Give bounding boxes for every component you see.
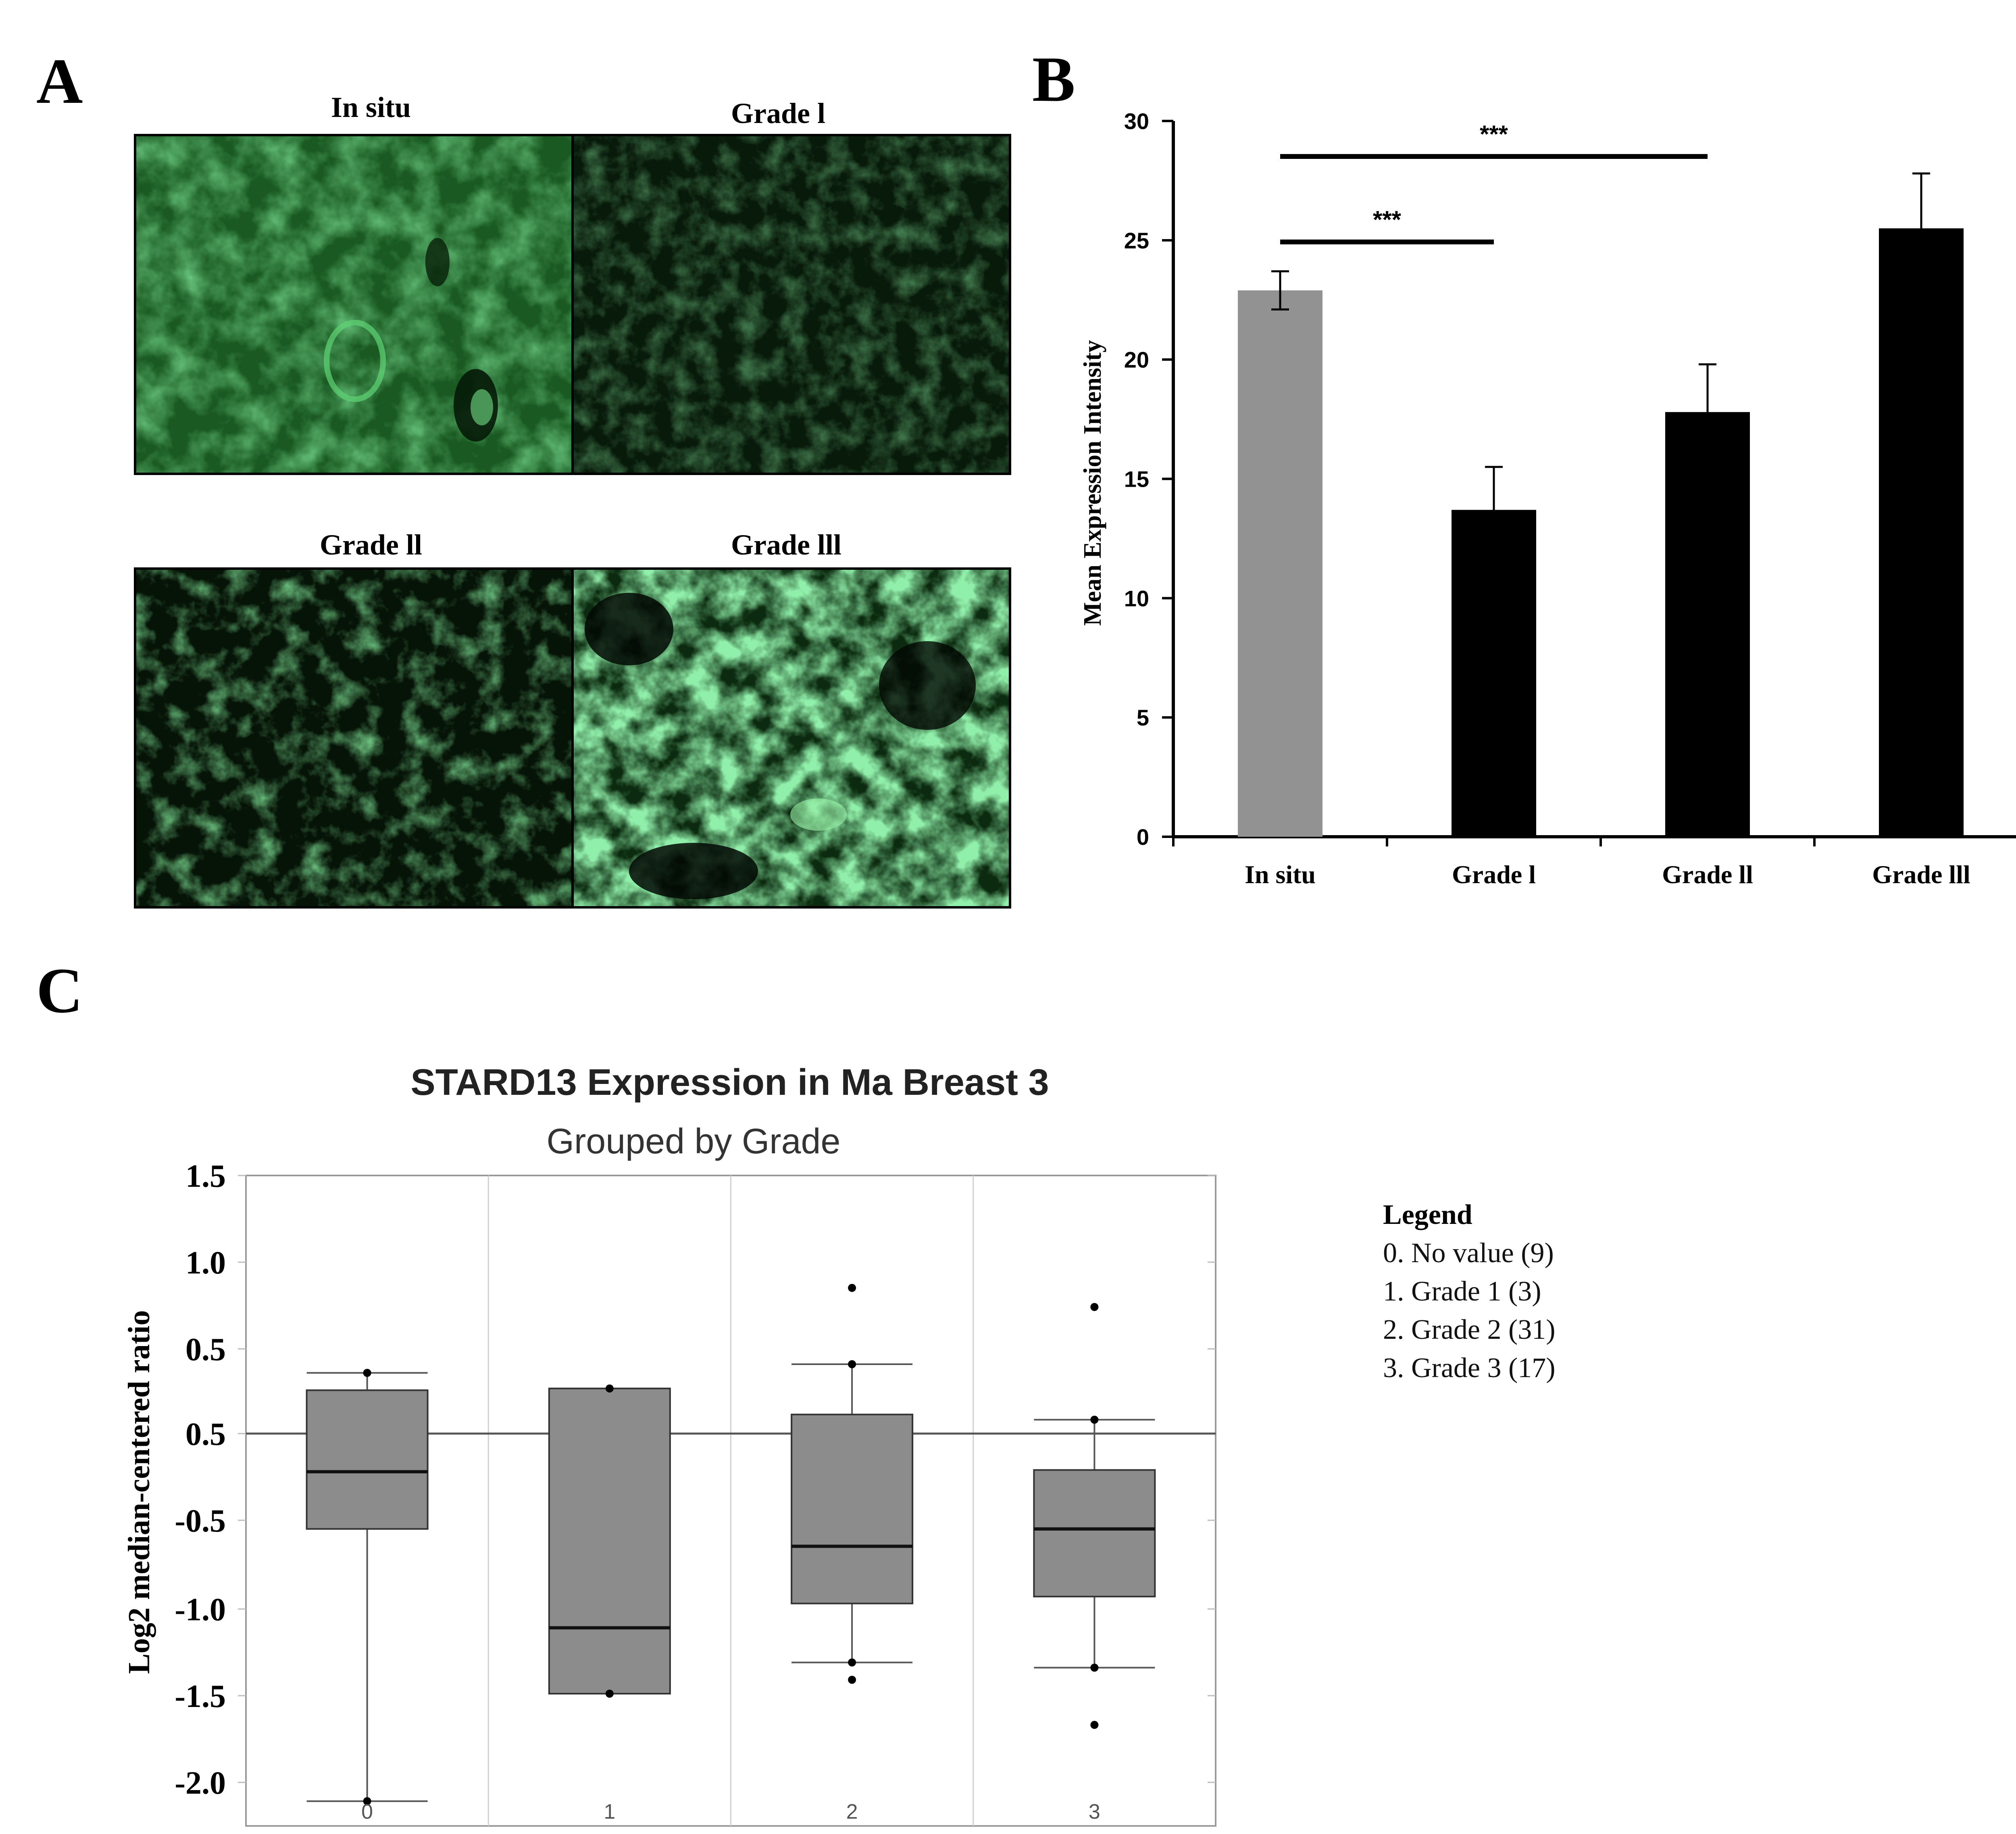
- outlier-point: [1090, 1721, 1099, 1729]
- whisker-end-point: [1090, 1663, 1099, 1672]
- micrograph-title-in-situ: In situ: [331, 91, 411, 123]
- panel-c-letter: C: [36, 955, 83, 1026]
- bar-1: [1452, 510, 1536, 837]
- significance-label: ***: [1480, 121, 1508, 148]
- x-category-label: Grade l: [1452, 860, 1536, 889]
- significance-label: ***: [1373, 206, 1402, 233]
- x-category-label: Grade ll: [1662, 860, 1753, 889]
- whisker-end-point: [363, 1369, 371, 1377]
- box-group-3: 3: [1033, 1303, 1156, 1824]
- outlier-point: [848, 1284, 856, 1292]
- x-category-label: 3: [1089, 1800, 1100, 1824]
- y-tick-label: 0: [1137, 824, 1149, 850]
- panel-a: A In situ Grade l Grade ll Grade lll: [36, 45, 1011, 909]
- y-tick-label: 1.0: [185, 1245, 226, 1281]
- legend-item: 0. No value (9): [1383, 1238, 1554, 1269]
- x-category-label: 1: [604, 1800, 615, 1824]
- y-axis-label: Log2 median-centered ratio: [122, 1310, 156, 1674]
- micrograph-title-grade-1: Grade l: [731, 97, 825, 129]
- micrograph-grade-2: [135, 569, 573, 907]
- panel-b: B 0 5 10 15 20 25 30 In situ Grade l Grade ll Grad…: [1032, 43, 2016, 889]
- whisker-end-point: [848, 1360, 856, 1368]
- legend-title: Legend: [1383, 1199, 1472, 1230]
- legend-item: 1. Grade 1 (3): [1383, 1276, 1541, 1307]
- y-tick-label: -1.5: [175, 1679, 226, 1714]
- box: [306, 1389, 429, 1530]
- significance-brackets: *** ***: [1280, 121, 1708, 244]
- y-tick-label: 25: [1124, 228, 1149, 253]
- x-category-label: 2: [846, 1800, 858, 1824]
- y-tick-label: 10: [1124, 586, 1149, 611]
- y-tick-label: -0.5: [175, 1503, 226, 1539]
- x-category-label: In situ: [1245, 860, 1316, 889]
- panel-c: C STARD13 Expression in Ma Breast 3 Grou…: [36, 955, 1556, 1827]
- y-tick-label: 0.5: [185, 1332, 226, 1367]
- y-axis-label: Mean Expression Intensity: [1079, 340, 1106, 626]
- micrograph-title-grade-2: Grade ll: [320, 529, 422, 561]
- boxplot-title: STARD13 Expression in Ma Breast 3: [410, 1062, 1049, 1103]
- outlier-point: [1090, 1303, 1099, 1311]
- panel-b-letter: B: [1032, 43, 1075, 115]
- box: [1033, 1469, 1156, 1598]
- panel-a-letter: A: [36, 45, 83, 117]
- bar-2: [1665, 412, 1750, 837]
- y-tick-label: -1.0: [175, 1592, 226, 1628]
- micrograph-grade-1: [573, 135, 1010, 474]
- bar-0: [1238, 290, 1322, 837]
- y-tick-label: 30: [1124, 108, 1149, 134]
- legend-item: 2. Grade 2 (31): [1383, 1314, 1556, 1345]
- whisker-end-point: [1090, 1415, 1099, 1424]
- whisker-end-point: [848, 1658, 856, 1667]
- whisker-end-point: [605, 1690, 614, 1698]
- x-category-label: 0: [361, 1800, 373, 1824]
- micrograph-grade-3: [573, 569, 1010, 907]
- y-tick-label: 0.5: [185, 1417, 226, 1452]
- boxplot-legend: Legend 0. No value (9) 1. Grade 1 (3) 2. Gr…: [1383, 1199, 1556, 1384]
- y-tick-label: 15: [1124, 467, 1149, 492]
- boxplot-subtitle: Grouped by Grade: [547, 1121, 841, 1161]
- bar-3: [1879, 228, 1964, 837]
- y-tick-label: -2.0: [175, 1765, 226, 1801]
- outlier-point: [848, 1676, 856, 1684]
- y-tick-label: 1.5: [185, 1159, 226, 1194]
- y-tick-label: 20: [1124, 347, 1149, 373]
- box-group-2: 2: [791, 1284, 914, 1824]
- bar-chart-bars: [1238, 172, 1964, 837]
- legend-item: 3. Grade 3 (17): [1383, 1353, 1556, 1384]
- whisker-end-point: [605, 1384, 614, 1393]
- x-category-label: Grade lll: [1872, 860, 1970, 889]
- micrograph-title-grade-3: Grade lll: [731, 529, 841, 561]
- boxplot-plot-area: 1.5 1.0 0.5 0.5 -0.5 -1.0 -1.5 -2.0 Log2 median-…: [122, 1159, 1216, 1827]
- whisker-end-point: [363, 1797, 371, 1805]
- box: [791, 1413, 914, 1605]
- y-tick-label: 5: [1137, 705, 1149, 730]
- box: [548, 1388, 671, 1694]
- box-group-1: 1: [548, 1384, 671, 1824]
- box-group-0: 0: [306, 1369, 429, 1824]
- bar-chart-axes: 0 5 10 15 20 25 30 In situ Grade l Grade ll Grade …: [1079, 108, 2016, 889]
- micrograph-in-situ: [135, 135, 573, 474]
